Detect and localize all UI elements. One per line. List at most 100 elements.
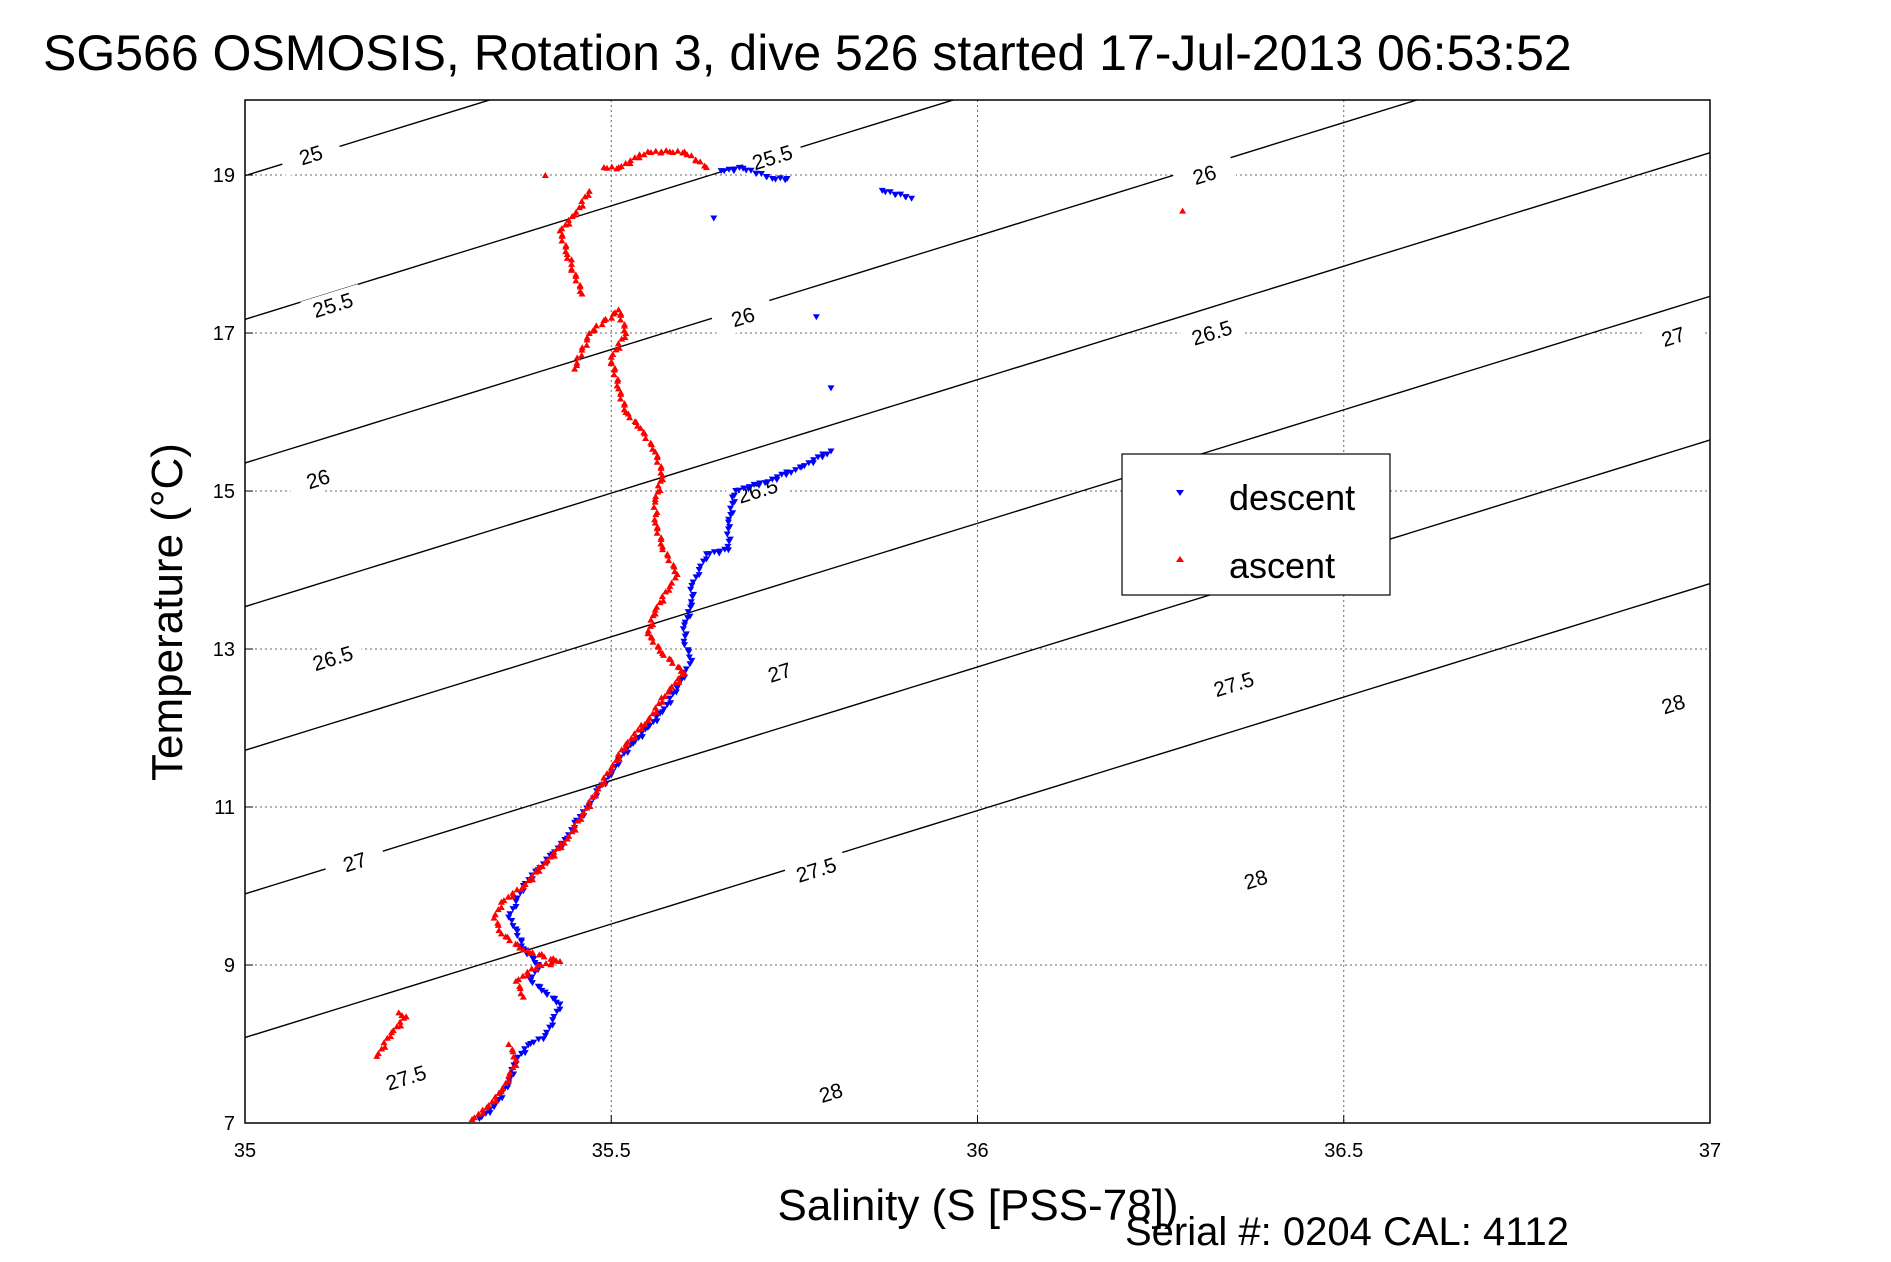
descent-point <box>530 1039 538 1046</box>
descent-point <box>771 176 779 183</box>
isopycnal-label-bg <box>1201 663 1267 706</box>
descent-point <box>550 1013 558 1020</box>
ascent-point <box>647 439 655 446</box>
descent-point <box>756 480 764 487</box>
isopycnal-label-bg <box>798 1071 864 1115</box>
descent-point <box>792 467 800 474</box>
ascent-point <box>497 903 505 910</box>
ascent-point <box>614 340 622 347</box>
ascent-point <box>671 574 679 581</box>
ascent-point <box>621 334 629 341</box>
ascent-point <box>613 382 621 389</box>
ascent-point <box>515 976 523 983</box>
ascent-point <box>609 761 617 768</box>
ascent-point <box>618 746 626 753</box>
descent-point <box>724 547 732 554</box>
ascent-point <box>589 327 597 334</box>
isopycnal-line <box>245 100 1420 464</box>
ascent-point <box>687 152 695 159</box>
ascent-point <box>579 809 587 816</box>
descent-point <box>747 167 755 174</box>
ascent-point <box>563 254 571 261</box>
ascent-point <box>565 220 573 227</box>
descent-point <box>687 586 695 593</box>
ascent-point <box>537 961 545 968</box>
ascent-point <box>571 365 579 372</box>
isopycnal-line <box>245 295 1710 752</box>
ascent-point <box>577 815 585 822</box>
ascent-point <box>683 151 691 158</box>
ascent-point <box>642 434 650 441</box>
ascent-point <box>578 351 586 358</box>
ascent-point <box>584 191 592 198</box>
isopycnal-label: 27.5 <box>1211 668 1257 702</box>
descent-point <box>776 175 784 182</box>
ascent-point <box>645 714 653 721</box>
isopycnal-label: 27.5 <box>794 854 840 888</box>
ascent-point <box>620 327 628 334</box>
descent-point <box>750 481 758 488</box>
ascent-point <box>612 757 620 764</box>
ascent-point <box>568 260 576 267</box>
ascent-point <box>607 358 615 365</box>
x-tick-label: 37 <box>1699 1140 1721 1162</box>
descent-point <box>726 536 734 543</box>
y-tick-label: 13 <box>213 639 235 661</box>
grid-lines <box>245 100 1710 1123</box>
descent-point <box>812 314 820 321</box>
descent-point <box>513 933 521 940</box>
ascent-point <box>681 669 688 676</box>
ascent-point <box>651 519 659 526</box>
descent-point <box>696 563 704 570</box>
ascent-point <box>543 857 551 864</box>
ascent-point <box>652 493 660 500</box>
ascent-point <box>696 158 704 165</box>
y-tick-label: 19 <box>213 165 235 187</box>
descent-point <box>902 194 910 201</box>
descent-point <box>666 695 674 702</box>
descent-point <box>823 451 831 458</box>
ascent-point <box>542 960 550 967</box>
ascent-point <box>491 1093 499 1100</box>
ascent-point <box>516 982 524 989</box>
descent-point <box>615 761 623 768</box>
ascent-point <box>586 802 594 809</box>
descent-point <box>908 195 916 202</box>
ascent-point <box>562 242 570 249</box>
ascent-point <box>550 848 558 855</box>
descent-point <box>886 189 894 196</box>
ascent-point <box>611 364 619 371</box>
isopycnal-label: 27.5 <box>383 1061 429 1095</box>
descent-point <box>787 469 795 476</box>
ascent-point <box>651 704 659 711</box>
descent-point <box>504 1084 512 1091</box>
ascent-point <box>668 683 676 690</box>
ascent-point <box>636 151 644 158</box>
ascent-point <box>653 523 661 530</box>
isopycnal-label-bg <box>783 848 849 892</box>
ascent-point <box>541 172 549 179</box>
descent-point <box>653 718 661 725</box>
ascent-point <box>512 940 520 947</box>
ascent-point <box>378 1045 386 1052</box>
descent-point <box>531 959 539 966</box>
ascent-point <box>397 1022 405 1029</box>
ascent-point <box>374 1050 382 1057</box>
ascent-point <box>583 341 591 348</box>
ascent-point <box>656 647 664 654</box>
ascent-point <box>581 193 589 200</box>
isopycnal-label: 25.5 <box>310 289 356 323</box>
ascent-point <box>505 1041 513 1048</box>
ascent-point <box>666 582 674 589</box>
ascent-point <box>558 237 566 244</box>
descent-point <box>688 657 696 664</box>
ascent-point <box>509 889 517 896</box>
data-points <box>373 147 1187 1123</box>
ascent-point <box>517 990 525 997</box>
ascent-point <box>505 1072 513 1079</box>
ascent-point <box>634 422 642 429</box>
isopycnal-label: 26.5 <box>1189 316 1235 350</box>
legend: descent ascent <box>1121 453 1391 596</box>
ascent-point <box>499 1085 507 1092</box>
